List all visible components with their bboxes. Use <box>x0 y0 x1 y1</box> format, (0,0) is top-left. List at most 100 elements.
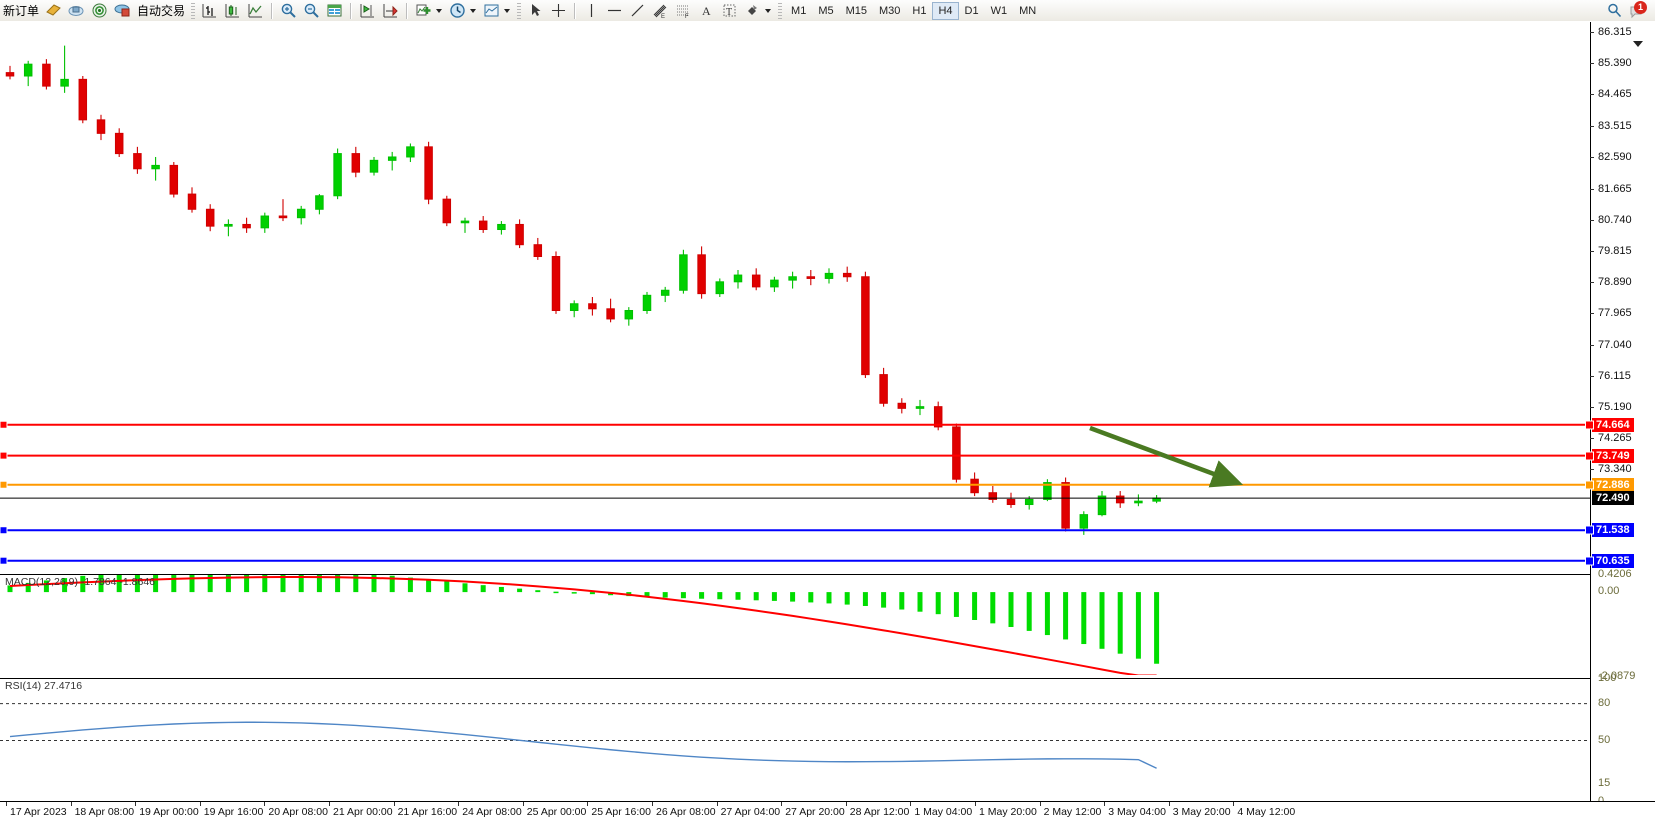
candle-body <box>242 223 251 229</box>
candlestick-series <box>5 45 1161 535</box>
cursor-icon[interactable] <box>524 1 547 20</box>
toolbar-grip[interactable] <box>517 2 522 19</box>
trend-line-icon[interactable] <box>626 1 649 20</box>
horizontal-line-icon[interactable] <box>603 1 626 20</box>
axis-level-handle[interactable] <box>1585 480 1594 490</box>
axis-level-handle[interactable] <box>1585 556 1594 566</box>
period-icon[interactable] <box>446 1 469 20</box>
macd-histogram-bar <box>262 575 268 593</box>
timeframe-m30[interactable]: M30 <box>879 4 901 17</box>
timeframe-h4[interactable]: H4 <box>932 1 959 20</box>
chart-collapse-icon[interactable] <box>1633 41 1643 47</box>
macd-tick-label: 0.4206 <box>1598 568 1632 580</box>
time-tick <box>716 802 718 806</box>
chevron-down-icon[interactable] <box>504 8 511 13</box>
macd-histogram-bar <box>62 578 68 593</box>
chevron-down-icon[interactable] <box>470 8 477 13</box>
macd-histogram-bar <box>1026 592 1032 631</box>
signals-icon[interactable] <box>88 1 111 20</box>
candle-body <box>842 272 852 278</box>
chart-area[interactable]: MACD(12,26,9) -1.7864 -1.8646 RSI(14) 27… <box>0 22 1655 824</box>
macd-histogram-bar <box>116 575 122 593</box>
candlestick-chart-icon[interactable] <box>221 1 244 20</box>
time-tick-label: 19 Apr 00:00 <box>139 806 199 818</box>
data-window-icon[interactable] <box>323 1 346 20</box>
axis-level-handle[interactable] <box>1585 525 1594 535</box>
autotrading-icon[interactable] <box>111 1 134 20</box>
line-chart-icon[interactable] <box>244 1 267 20</box>
price-level-handle <box>0 556 8 565</box>
price-tick-label: 77.965 <box>1598 307 1632 320</box>
notification-count: 1 <box>1634 1 1647 14</box>
timeframe-m5[interactable]: M5 <box>818 4 834 17</box>
chevron-down-icon[interactable] <box>436 8 443 13</box>
new-order-button[interactable]: 新订单 <box>0 1 42 20</box>
indicators-icon[interactable] <box>412 1 435 20</box>
auto-scroll-icon[interactable] <box>379 1 402 20</box>
bar-chart-icon[interactable] <box>198 1 221 20</box>
price-tick <box>1590 219 1594 221</box>
search-icon[interactable] <box>1603 1 1626 20</box>
macd-histogram-bar <box>98 575 104 593</box>
macd-panel[interactable]: MACD(12,26,9) -1.7864 -1.8646 <box>0 574 1590 677</box>
price-level-badge-entry[interactable]: 72.886 <box>1592 477 1634 492</box>
macd-histogram-bar <box>644 592 650 597</box>
zoom-in-icon[interactable] <box>277 1 300 20</box>
candle-body <box>806 276 816 279</box>
new-order-icon[interactable] <box>42 1 65 20</box>
crosshair-icon[interactable] <box>547 1 570 20</box>
trend-arrow-annotation[interactable] <box>0 22 1590 572</box>
timeframe-m1[interactable]: M1 <box>791 4 807 17</box>
svg-text:E: E <box>661 14 665 19</box>
price-level-badge-target[interactable]: 70.635 <box>1592 553 1634 568</box>
candle-body <box>315 195 324 210</box>
macd-histogram-bar <box>153 575 159 593</box>
chevron-down-icon[interactable] <box>765 8 772 13</box>
macd-histogram-bar <box>881 592 887 608</box>
time-tick <box>1233 802 1235 806</box>
price-tick-label: 79.815 <box>1598 244 1632 257</box>
price-level-handle <box>0 451 8 460</box>
time-axis[interactable]: 17 Apr 2023 18 Apr 08:00 19 Apr 00:00 19 Ap… <box>0 801 1655 824</box>
candle-body <box>861 276 870 376</box>
price-level-badge-resistance[interactable]: 74.664 <box>1592 417 1634 432</box>
macd-histogram-bar <box>25 582 31 593</box>
timeframe-d1[interactable]: D1 <box>964 4 979 17</box>
notification-icon[interactable]: 1 <box>1626 1 1649 20</box>
macd-histogram-bar <box>371 575 377 593</box>
text-icon[interactable]: A <box>695 1 718 20</box>
toolbar-grip[interactable] <box>191 2 196 19</box>
axis-level-handle[interactable] <box>1585 420 1594 430</box>
candle-body <box>824 272 834 279</box>
axis-level-handle[interactable] <box>1585 451 1594 461</box>
price-tick-label: 86.315 <box>1598 25 1632 38</box>
shapes-icon[interactable] <box>741 1 764 20</box>
fibonacci-icon[interactable]: F <box>672 1 695 20</box>
vertical-line-icon[interactable] <box>580 1 603 20</box>
price-tick <box>1590 375 1594 377</box>
time-tick-label: 28 Apr 12:00 <box>849 806 910 818</box>
toolbar-grip[interactable] <box>778 2 783 19</box>
text-label-icon[interactable]: T <box>718 1 741 20</box>
time-tick-label: 27 Apr 04:00 <box>720 806 781 818</box>
templates-icon[interactable] <box>480 1 503 20</box>
candle-body <box>369 159 379 173</box>
price-level-badge-current-price[interactable]: 72.490 <box>1592 491 1634 506</box>
price-axis[interactable]: 86.315 85.390 84.465 83.515 82.590 81.665 80.7… <box>1585 22 1655 807</box>
timeframe-m15[interactable]: M15 <box>845 4 867 17</box>
cloud-icon[interactable] <box>65 1 88 20</box>
time-tick-label: 2 May 12:00 <box>1043 806 1102 818</box>
price-plot[interactable]: MACD(12,26,9) -1.7864 -1.8646 RSI(14) 27… <box>0 22 1590 802</box>
timeframe-mn[interactable]: MN <box>1019 4 1037 17</box>
timeframe-w1[interactable]: W1 <box>990 4 1008 17</box>
chart-shift-icon[interactable] <box>356 1 379 20</box>
equidistant-channel-icon[interactable]: E <box>649 1 672 20</box>
price-level-badge-target[interactable]: 71.538 <box>1592 523 1634 538</box>
price-level-badge-resistance[interactable]: 73.749 <box>1592 448 1634 463</box>
autotrading-button[interactable]: 自动交易 <box>134 1 188 20</box>
candle-body <box>788 276 797 281</box>
macd-histogram-bar <box>826 592 832 604</box>
rsi-panel[interactable]: RSI(14) 27.4716 <box>0 678 1590 802</box>
zoom-out-icon[interactable] <box>300 1 323 20</box>
timeframe-h1[interactable]: H1 <box>912 4 927 17</box>
